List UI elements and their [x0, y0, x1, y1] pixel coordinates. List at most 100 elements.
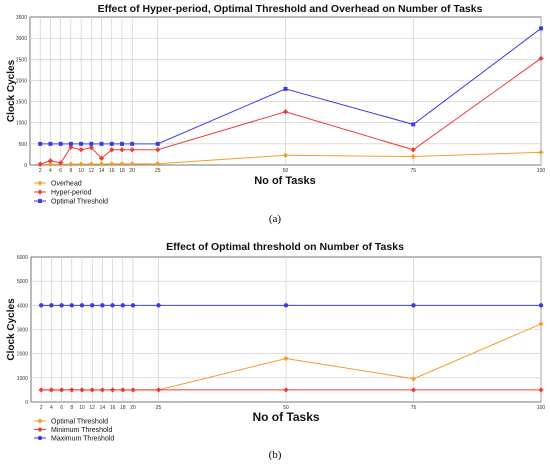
y-tick-label: 2500: [16, 57, 27, 63]
data-point: [58, 160, 64, 166]
x-tick-label: 6: [60, 405, 63, 411]
y-tick-label: 3000: [17, 328, 28, 334]
data-point: [130, 303, 136, 308]
data-point: [48, 141, 53, 146]
legend-label: Overhead: [51, 181, 82, 188]
x-tick-label: 18: [120, 405, 126, 411]
x-tick-label: 6: [59, 168, 62, 174]
series-optimal-threshold: [38, 26, 543, 146]
data-point: [110, 303, 115, 308]
data-point: [155, 161, 161, 167]
data-point: [98, 161, 105, 167]
x-tick-label: 25: [156, 405, 162, 411]
x-tick-label: 20: [129, 168, 135, 174]
y-tick-label: 2000: [17, 352, 28, 358]
y-tick-label: 4000: [17, 303, 28, 309]
x-tick-label: 16: [109, 168, 115, 174]
y-tick-label: 1000: [16, 121, 27, 127]
legend-label: Maximum Threshold: [51, 436, 114, 443]
data-point: [282, 109, 289, 115]
series-line: [40, 58, 542, 165]
data-point: [119, 141, 124, 146]
x-tick-label: 25: [155, 168, 161, 174]
data-point: [68, 161, 74, 167]
legend-marker: [37, 426, 43, 433]
data-point: [79, 141, 84, 146]
y-tick-label: 2000: [16, 78, 27, 84]
data-point: [109, 141, 114, 146]
data-point: [99, 141, 104, 146]
y-axis-label: Clock Cycles: [6, 298, 17, 361]
x-tick-label: 14: [99, 168, 105, 174]
x-tick-label: 50: [283, 405, 289, 411]
x-tick-label: 75: [411, 405, 417, 411]
y-tick-label: 3500: [16, 15, 27, 21]
legend-marker: [37, 418, 43, 424]
data-point: [89, 141, 94, 146]
x-tick-label: 100: [537, 405, 546, 411]
legend-marker: [37, 180, 43, 186]
series-hyper-period: [37, 55, 544, 167]
data-point: [119, 147, 125, 153]
data-point: [98, 155, 105, 161]
y-tick-label: 500: [19, 142, 28, 148]
data-point: [130, 141, 135, 146]
x-tick-label: 4: [50, 405, 53, 411]
data-point: [283, 303, 289, 308]
y-tick-label: 5000: [17, 279, 28, 285]
x-axis-label: No of Tasks: [254, 175, 316, 187]
data-point: [49, 303, 54, 308]
legend-marker: [37, 189, 43, 195]
legend-label: Optimal Threshold: [51, 419, 108, 426]
data-point: [68, 144, 74, 150]
chart-title: Effect of Hyper-period, Optimal Threshol…: [98, 3, 483, 15]
data-point: [156, 303, 161, 308]
data-point: [539, 26, 543, 31]
x-tick-label: 14: [100, 405, 106, 411]
x-tick-label: 12: [89, 405, 95, 411]
x-axis-label: No of Tasks: [252, 410, 319, 424]
x-tick-label: 8: [69, 168, 72, 174]
data-point: [59, 303, 64, 308]
x-tick-label: 100: [537, 168, 546, 174]
data-point: [38, 141, 43, 146]
data-point: [129, 147, 135, 153]
legend-label: Minimum Threshold: [51, 427, 112, 434]
legend-label: Hyper-period: [51, 190, 92, 197]
data-point: [411, 303, 416, 308]
data-point: [410, 376, 417, 382]
data-point: [538, 303, 544, 308]
data-point: [410, 147, 416, 153]
caption-b: (b): [268, 449, 282, 461]
data-point: [100, 303, 105, 308]
data-point: [129, 161, 135, 167]
legend-marker: [37, 435, 43, 441]
y-tick-label: 6000: [17, 255, 28, 261]
chart-b: Effect of Optimal threshold on Number of…: [6, 241, 546, 443]
data-point: [58, 141, 63, 146]
x-tick-label: 50: [283, 168, 289, 174]
data-point: [109, 161, 115, 167]
y-tick-label: 1500: [16, 100, 27, 106]
data-point: [69, 303, 75, 308]
data-point: [120, 303, 126, 308]
data-point: [47, 158, 54, 164]
x-tick-label: 8: [70, 405, 73, 411]
y-tick-label: 1000: [17, 376, 28, 382]
caption-a: (a): [268, 213, 282, 225]
data-point: [68, 141, 73, 146]
x-tick-label: 10: [79, 405, 85, 411]
data-point: [78, 161, 84, 167]
x-tick-label: 12: [89, 168, 95, 174]
data-point: [155, 147, 161, 153]
data-point: [79, 303, 85, 308]
x-tick-label: 2: [40, 405, 43, 411]
chart-title: Effect of Optimal threshold on Number of…: [166, 241, 404, 253]
series-maximum-threshold: [39, 303, 544, 308]
x-tick-label: 20: [130, 405, 136, 411]
y-axis-label: Clock Cycles: [6, 59, 17, 122]
data-point: [410, 153, 416, 160]
x-tick-label: 75: [410, 168, 416, 174]
data-point: [538, 149, 544, 155]
data-point: [283, 86, 288, 91]
